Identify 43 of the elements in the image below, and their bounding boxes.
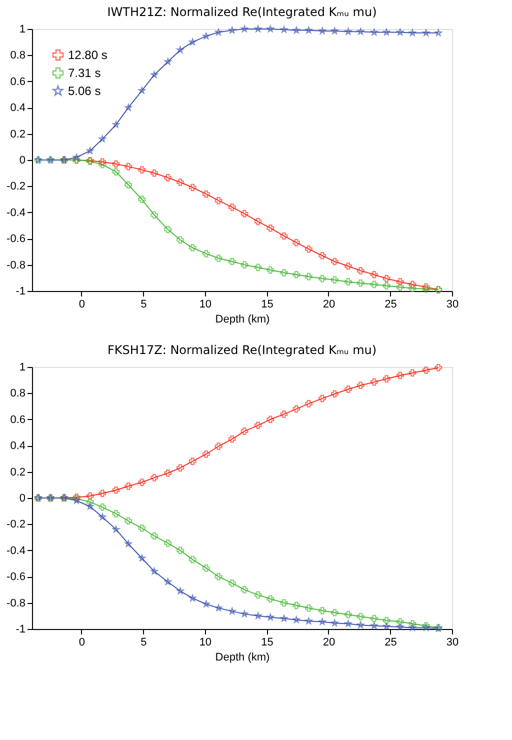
y-tick-label: -1 <box>16 624 26 636</box>
y-tick-label: 1 <box>19 362 26 374</box>
x-axis-title: Depth (km) <box>215 314 270 326</box>
legend-label: 5.06 s <box>68 84 101 98</box>
y-tick-label: -0.4 <box>6 544 26 557</box>
legend-label: 12.80 s <box>68 48 108 62</box>
y-tick-label: 0.2 <box>10 466 26 478</box>
y-tick-label: -0.6 <box>6 571 26 584</box>
x-tick-label: 10 <box>199 636 212 648</box>
x-tick-label: 25 <box>384 636 397 648</box>
x-tick-label: 30 <box>446 298 459 310</box>
y-tick-label: -1 <box>16 286 26 298</box>
x-axis-title: Depth (km) <box>215 652 270 664</box>
x-tick-label: 15 <box>261 298 274 310</box>
y-tick-label: 0.8 <box>10 388 26 400</box>
y-tick-label: -0.8 <box>6 259 26 272</box>
y-tick-label: 0.6 <box>10 414 26 426</box>
x-tick-label: 5 <box>140 636 147 648</box>
x-tick-label: 0 <box>78 636 85 648</box>
x-tick-label: 30 <box>446 636 459 648</box>
x-tick-label: 10 <box>199 298 212 310</box>
y-tick-label: 0 <box>19 492 26 504</box>
x-tick-label: 20 <box>322 298 336 310</box>
y-tick-label: 1 <box>19 24 26 36</box>
y-tick-label: -0.6 <box>6 233 26 246</box>
y-tick-label: -0.8 <box>6 597 26 610</box>
y-tick-label: 0.8 <box>10 50 26 62</box>
chart-title: FKSH17Z: Normalized Re(Integrated Kₘᵤ mu) <box>107 343 377 357</box>
y-tick-label: 0.4 <box>10 440 26 452</box>
y-tick-label: -0.2 <box>6 518 26 531</box>
y-tick-label: -0.4 <box>6 206 26 219</box>
legend-label: 7.31 s <box>68 66 101 80</box>
y-tick-label: 0.2 <box>10 128 26 140</box>
x-tick-label: 25 <box>384 298 397 310</box>
y-tick-label: 0.6 <box>10 76 26 88</box>
y-tick-label: -0.2 <box>6 180 26 193</box>
y-tick-label: 0.4 <box>10 102 26 114</box>
x-tick-label: 0 <box>78 298 85 310</box>
x-tick-label: 20 <box>322 636 336 648</box>
x-tick-label: 5 <box>140 298 147 310</box>
x-tick-label: 15 <box>261 636 274 648</box>
chart-title: IWTH21Z: Normalized Re(Integrated Kₘᵤ mu) <box>107 5 377 19</box>
y-tick-label: 0 <box>19 154 26 166</box>
